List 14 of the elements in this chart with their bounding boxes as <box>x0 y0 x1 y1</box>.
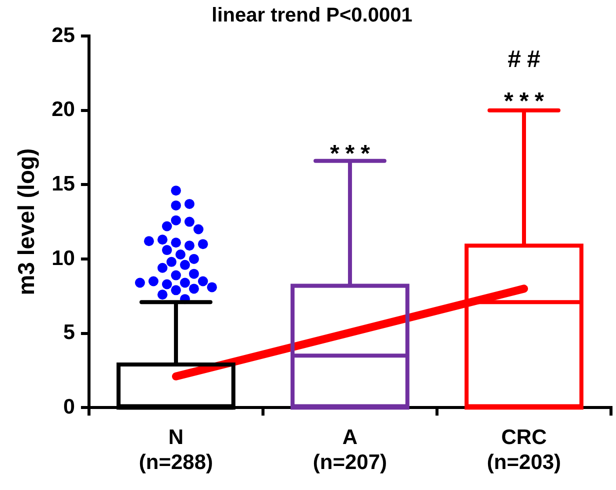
y-tick-label: 5 <box>63 321 76 344</box>
x-tick-label: CRC (n=203) <box>486 426 562 474</box>
annotation: *** <box>330 140 376 168</box>
x-tick-label: A (n=207) <box>312 426 388 474</box>
y-tick-label: 15 <box>52 172 76 196</box>
annotation: *** <box>504 88 550 115</box>
annotation: ## <box>508 46 546 73</box>
y-tick-label: 20 <box>52 98 75 122</box>
chart-title: linear trend P<0.0001 <box>212 4 412 27</box>
x-tick-label: N (n=288) <box>138 426 214 474</box>
y-tick-label: 0 <box>63 395 75 418</box>
y-tick-label: 10 <box>52 246 75 270</box>
y-axis-title: m3 level (log) <box>13 148 40 296</box>
y-tick-label: 25 <box>52 24 76 47</box>
